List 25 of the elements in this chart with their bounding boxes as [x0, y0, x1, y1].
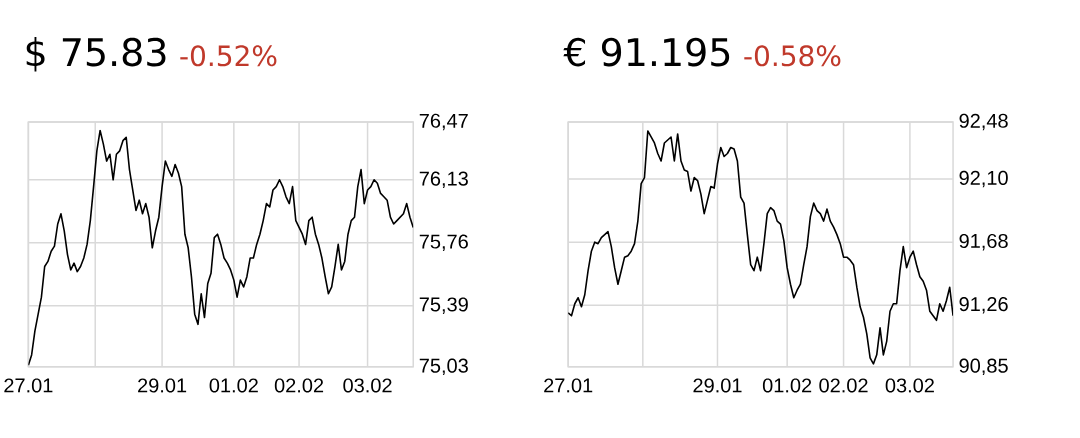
chart-subtitle: -0.58%	[744, 45, 841, 67]
y-tick-label: 91,26	[959, 297, 1008, 314]
y-tick-label: 90,85	[959, 358, 1008, 376]
x-tick-label: 03.02	[343, 378, 392, 393]
x-tick-label: 27.01	[544, 378, 593, 393]
y-tick-label: 76,13	[419, 171, 468, 189]
y-tick-label: 91,68	[959, 233, 1008, 251]
y-tick-label: 92,48	[959, 113, 1008, 131]
y-tick-label: 92,10	[959, 170, 1008, 188]
y-tick-label: 76,47	[419, 113, 468, 131]
x-tick-label: 02.02	[274, 378, 324, 393]
chart-subtitle: -0.52%	[180, 45, 277, 67]
x-tick-label: 01.02	[762, 378, 812, 393]
y-tick-label: 75,03	[419, 358, 468, 376]
line-series	[568, 130, 954, 365]
y-tick-label: 75,39	[419, 297, 468, 314]
x-tick-label: 02.02	[819, 378, 868, 393]
x-tick-label: 01.02	[209, 378, 258, 393]
x-tick-label: 27.01	[4, 378, 53, 393]
chart-title: € 91.195	[563, 37, 730, 67]
x-tick-label: 29.01	[693, 378, 742, 393]
x-tick-label: 03.02	[885, 378, 934, 393]
chart-title: $ 75.83	[26, 37, 166, 72]
y-tick-label: 75,76	[419, 234, 468, 252]
x-tick-label: 29.01	[138, 378, 187, 393]
